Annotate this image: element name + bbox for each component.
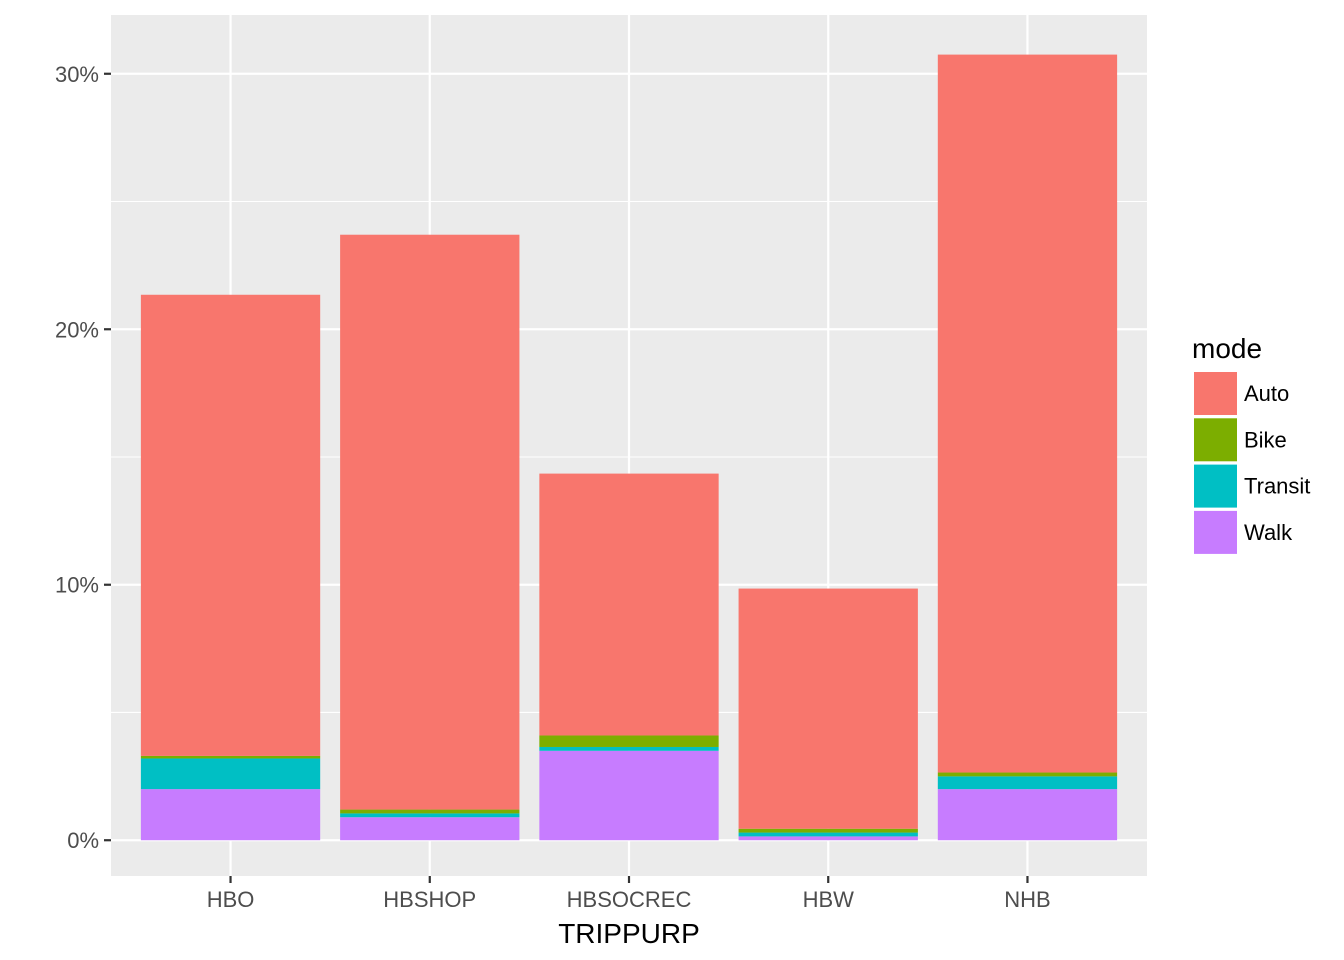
x-axis-title: TRIPPURP [558, 918, 700, 949]
x-tick-label: HBSOCREC [567, 887, 692, 912]
legend: mode Auto Bike Transit Walk [1192, 333, 1310, 554]
bar-hbshop-bike [340, 809, 520, 814]
bars [140, 54, 1118, 841]
bar-nhb-walk [937, 789, 1118, 841]
legend-key-bike [1194, 418, 1237, 462]
bar-hbw-transit [738, 832, 918, 837]
legend-title: mode [1192, 333, 1262, 364]
x-tick-label: HBSHOP [383, 887, 476, 912]
bar-nhb-transit [937, 776, 1118, 790]
legend-key-walk [1194, 510, 1237, 554]
bar-nhb-auto [937, 54, 1118, 773]
bar-hbw-bike [738, 828, 918, 833]
x-tick-label: NHB [1004, 887, 1050, 912]
x-tick-label: HBW [803, 887, 855, 912]
bar-hbw-auto [738, 588, 918, 829]
bar-hbshop-walk [340, 817, 520, 841]
legend-label-transit: Transit [1244, 474, 1310, 499]
y-axis: 0% 10% 20% 30% [55, 62, 111, 853]
legend-key-transit [1194, 464, 1237, 508]
y-tick-label: 30% [55, 62, 99, 87]
x-tick-label: HBO [207, 887, 255, 912]
legend-label-auto: Auto [1244, 381, 1289, 406]
bar-nhb-bike [937, 772, 1118, 777]
y-tick-label: 20% [55, 317, 99, 342]
bar-hbsocrec-bike [539, 735, 719, 747]
bar-hbo-auto [140, 294, 321, 756]
bar-hbsocrec-walk [539, 750, 719, 841]
legend-label-walk: Walk [1244, 520, 1293, 545]
x-axis: HBO HBSHOP HBSOCREC HBW NHB [207, 876, 1051, 912]
bar-hbsocrec-transit [539, 746, 719, 751]
bar-hbo-bike [140, 755, 321, 759]
legend-label-bike: Bike [1244, 427, 1287, 452]
y-tick-label: 0% [67, 828, 99, 853]
bar-hbshop-auto [340, 234, 520, 810]
bar-hbo-transit [140, 758, 321, 790]
y-tick-label: 10% [55, 573, 99, 598]
bar-hbw-walk [738, 836, 918, 841]
bar-hbsocrec-auto [539, 473, 719, 736]
bar-hbo-walk [140, 789, 321, 841]
bar-hbshop-transit [340, 813, 520, 818]
legend-key-auto [1194, 372, 1237, 415]
